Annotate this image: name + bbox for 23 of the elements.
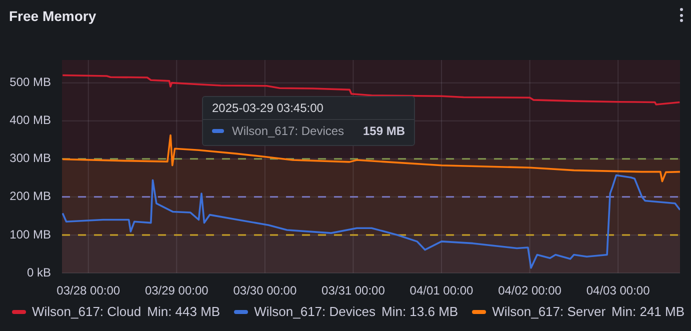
x-tick-label: 04/03 00:00	[586, 284, 650, 298]
y-tick-label: 100 MB	[10, 227, 51, 242]
y-tick-label: 300 MB	[10, 151, 51, 166]
chart-title: Free Memory	[9, 8, 96, 24]
x-tick-label: 04/02 00:00	[498, 284, 562, 298]
annotation: Wilson_617: Devices	[232, 124, 346, 138]
annotation: 159 MB	[362, 124, 405, 138]
y-tick-label: 400 MB	[10, 113, 51, 128]
legend-label: Wilson_617: Server	[492, 304, 606, 319]
y-tick-label: 200 MB	[10, 189, 51, 204]
annotation: 2025-03-29 03:45:00	[203, 97, 414, 120]
legend-label: Wilson_617: Devices	[254, 304, 376, 319]
legend-label: Wilson_617: Cloud	[32, 304, 142, 319]
x-tick-label: 03/31 00:00	[322, 284, 386, 298]
text: Min: 241 MB	[612, 304, 685, 319]
x-tick-label: 04/01 00:00	[410, 284, 474, 298]
x-tick-label: 03/28 00:00	[56, 284, 120, 298]
text: Min: 13.6 MB	[382, 304, 458, 319]
y-tick-label: 500 MB	[10, 75, 51, 90]
x-tick-label: 03/30 00:00	[233, 284, 297, 298]
y-tick-label: 0 kB	[26, 265, 51, 280]
text: Min: 443 MB	[147, 304, 220, 319]
x-tick-label: 03/29 00:00	[144, 284, 209, 298]
